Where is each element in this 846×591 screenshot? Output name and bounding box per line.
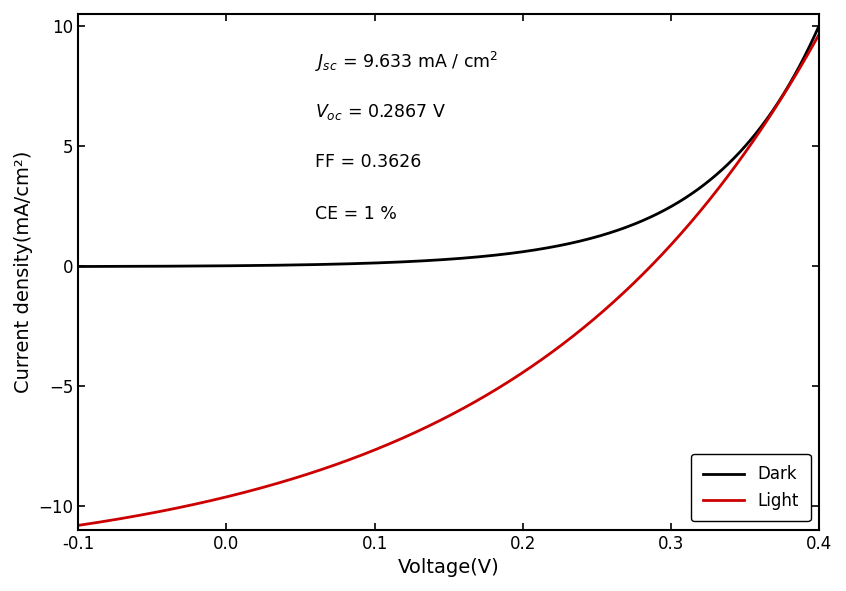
Light [793,69,803,76]
Dark [814,22,824,30]
Dark [74,263,84,270]
Line: Dark: Dark [79,26,819,267]
Y-axis label: Current density(mA/cm²): Current density(mA/cm²) [14,151,33,393]
Legend: Dark, Light: Dark, Light [691,454,810,521]
Dark [414,258,424,265]
Light [792,69,802,76]
Light [111,516,121,523]
Light [433,418,443,425]
Dark [433,256,443,264]
Dark [793,66,803,73]
Dark [111,263,121,270]
Line: Light: Light [79,34,819,525]
X-axis label: Voltage(V): Voltage(V) [398,558,499,577]
Light [814,31,824,38]
Light [656,251,667,258]
Text: $V_{oc}$ = 0.2867 V: $V_{oc}$ = 0.2867 V [316,102,447,122]
Light [74,522,84,529]
Dark [792,67,802,74]
Text: CE = 1 %: CE = 1 % [316,204,398,223]
Light [414,427,424,434]
Text: FF = 0.3626: FF = 0.3626 [316,153,421,171]
Text: $J_{sc}$ = 9.633 mA / cm$^2$: $J_{sc}$ = 9.633 mA / cm$^2$ [316,50,498,74]
Dark [656,208,667,215]
